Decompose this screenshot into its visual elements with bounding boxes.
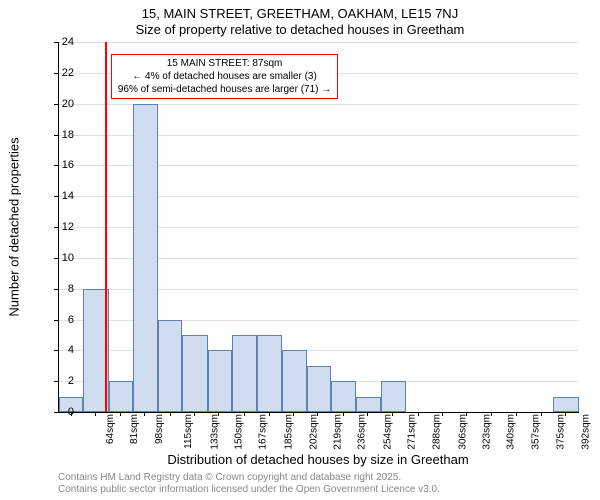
- x-tick-label: 202sqm: [308, 414, 319, 450]
- x-tick-label: 98sqm: [154, 414, 165, 444]
- y-tick-mark: [54, 289, 58, 290]
- histogram-bar: [307, 366, 331, 412]
- credits-line1: Contains HM Land Registry data © Crown c…: [58, 472, 440, 484]
- x-tick-mark: [442, 412, 443, 416]
- x-tick-mark: [466, 412, 467, 416]
- histogram-bar: [381, 381, 405, 412]
- histogram-bar: [356, 397, 382, 412]
- x-tick-mark: [418, 412, 419, 416]
- x-tick-mark: [170, 412, 171, 416]
- y-tick-mark: [54, 258, 58, 259]
- histogram-bar: [158, 320, 182, 413]
- x-tick-mark: [565, 412, 566, 416]
- x-tick-label: 150sqm: [234, 414, 245, 450]
- y-tick-mark: [54, 320, 58, 321]
- histogram-bar: [208, 350, 232, 412]
- histogram-bar: [133, 104, 157, 412]
- y-tick-mark: [54, 381, 58, 382]
- y-tick-mark: [54, 196, 58, 197]
- x-tick-mark: [218, 412, 219, 416]
- info-line2: ← 4% of detached houses are smaller (3): [118, 70, 331, 83]
- x-tick-mark: [120, 412, 121, 416]
- y-axis-label: Number of detached properties: [7, 137, 22, 316]
- histogram-bar: [331, 381, 355, 412]
- info-line3: 96% of semi-detached houses are larger (…: [118, 83, 331, 96]
- x-tick-label: 340sqm: [506, 414, 517, 450]
- x-tick-mark: [144, 412, 145, 416]
- histogram-bar: [109, 381, 133, 412]
- x-tick-label: 271sqm: [407, 414, 418, 450]
- x-tick-mark: [516, 412, 517, 416]
- info-line1: 15 MAIN STREET: 87sqm: [118, 57, 331, 70]
- y-tick-mark: [54, 227, 58, 228]
- grid-line: [59, 42, 579, 43]
- chart-container: 15, MAIN STREET, GREETHAM, OAKHAM, LE15 …: [0, 0, 600, 500]
- y-tick-mark: [54, 73, 58, 74]
- chart-title-line1: 15, MAIN STREET, GREETHAM, OAKHAM, LE15 …: [0, 6, 600, 21]
- x-tick-label: 288sqm: [431, 414, 442, 450]
- x-tick-label: 254sqm: [383, 414, 394, 450]
- chart-title-line2: Size of property relative to detached ho…: [0, 22, 600, 37]
- x-tick-mark: [95, 412, 96, 416]
- y-tick-mark: [54, 165, 58, 166]
- histogram-bar: [182, 335, 208, 412]
- x-tick-label: 81sqm: [129, 414, 140, 444]
- x-tick-label: 323sqm: [481, 414, 492, 450]
- y-tick-mark: [54, 350, 58, 351]
- x-tick-label: 185sqm: [284, 414, 295, 450]
- x-tick-label: 133sqm: [209, 414, 220, 450]
- credits: Contains HM Land Registry data © Crown c…: [58, 472, 440, 496]
- x-tick-mark: [317, 412, 318, 416]
- info-box: 15 MAIN STREET: 87sqm← 4% of detached ho…: [111, 54, 338, 99]
- x-axis-label: Distribution of detached houses by size …: [58, 452, 578, 467]
- x-tick-mark: [491, 412, 492, 416]
- y-tick-mark: [54, 412, 58, 413]
- x-tick-mark: [541, 412, 542, 416]
- y-tick-mark: [54, 42, 58, 43]
- histogram-bar: [553, 397, 579, 412]
- y-tick-mark: [54, 135, 58, 136]
- marker-line: [105, 42, 107, 412]
- histogram-bar: [282, 350, 306, 412]
- x-tick-label: 115sqm: [183, 414, 194, 449]
- x-tick-mark: [269, 412, 270, 416]
- x-tick-label: 236sqm: [357, 414, 368, 450]
- x-tick-mark: [293, 412, 294, 416]
- x-tick-mark: [392, 412, 393, 416]
- histogram-bar: [257, 335, 283, 412]
- x-tick-mark: [194, 412, 195, 416]
- x-tick-label: 392sqm: [580, 414, 591, 450]
- x-tick-label: 306sqm: [457, 414, 468, 450]
- x-tick-label: 167sqm: [258, 414, 269, 450]
- y-tick-mark: [54, 104, 58, 105]
- x-tick-mark: [244, 412, 245, 416]
- x-tick-label: 64sqm: [105, 414, 116, 444]
- x-tick-mark: [71, 412, 72, 416]
- credits-line2: Contains public sector information licen…: [58, 484, 440, 496]
- plot-area: 15 MAIN STREET: 87sqm← 4% of detached ho…: [58, 42, 579, 413]
- x-tick-label: 219sqm: [333, 414, 344, 450]
- x-tick-mark: [343, 412, 344, 416]
- x-tick-label: 375sqm: [556, 414, 567, 450]
- x-tick-label: 357sqm: [530, 414, 541, 450]
- x-tick-mark: [367, 412, 368, 416]
- histogram-bar: [232, 335, 256, 412]
